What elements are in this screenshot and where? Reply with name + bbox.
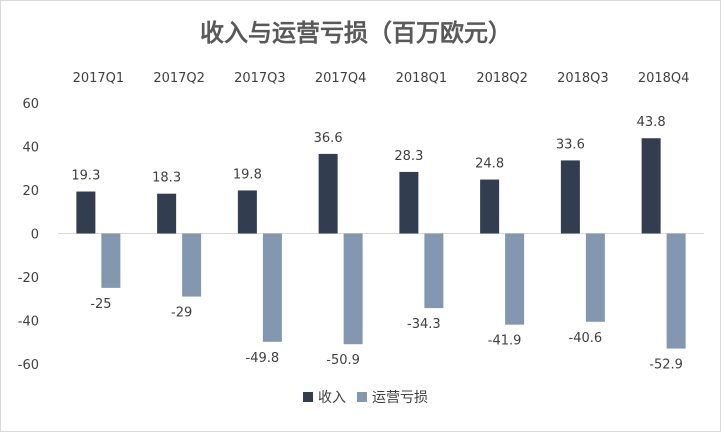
- revenue-bar: [237, 190, 257, 234]
- operating-loss-data-label: -50.9: [326, 353, 360, 368]
- y-tick-label: 0: [31, 228, 39, 243]
- category-label: 2017Q4: [315, 71, 367, 86]
- operating-loss-bar: [666, 233, 686, 349]
- legend-item-operating-loss-swatch: [357, 392, 367, 402]
- revenue-data-label: 19.3: [71, 169, 100, 184]
- operating-loss-bar: [505, 233, 525, 325]
- revenue-bar: [560, 160, 580, 234]
- revenue-bar: [641, 138, 661, 234]
- operating-loss-data-label: -52.9: [649, 358, 683, 373]
- revenue-data-label: 33.6: [556, 137, 585, 152]
- legend-item-revenue-swatch: [303, 392, 313, 402]
- y-tick-label: -40: [18, 315, 39, 330]
- category-label: 2017Q2: [153, 71, 205, 86]
- operating-loss-bar: [585, 233, 605, 322]
- y-tick-label: -20: [18, 271, 39, 286]
- y-tick-label: 60: [22, 97, 39, 112]
- category-label: 2018Q2: [476, 71, 528, 86]
- y-tick-label: 40: [22, 141, 39, 156]
- category-label: 2018Q3: [557, 71, 609, 86]
- revenue-bar: [318, 153, 338, 234]
- revenue-bar: [157, 193, 177, 234]
- chart-title: 收入与运营亏损（百万欧元）: [200, 19, 512, 47]
- revenue-data-label: 36.6: [314, 131, 343, 146]
- category-label: 2017Q1: [73, 71, 125, 86]
- revenue-data-label: 28.3: [394, 149, 423, 164]
- operating-loss-data-label: -49.8: [246, 351, 280, 366]
- bars-layer: [76, 138, 686, 349]
- revenue-bar: [399, 171, 419, 234]
- operating-loss-data-label: -41.9: [488, 334, 522, 349]
- y-tick-label: -60: [18, 358, 39, 373]
- operating-loss-bar: [101, 233, 121, 288]
- operating-loss-bar: [182, 233, 202, 297]
- operating-loss-data-label: -29: [171, 306, 192, 321]
- revenue-bar: [480, 179, 500, 234]
- category-label: 2018Q1: [396, 71, 448, 86]
- legend-item-revenue-label: 收入: [318, 390, 346, 406]
- y-tick-label: 20: [22, 184, 39, 199]
- revenue-data-label: 43.8: [637, 115, 666, 130]
- operating-loss-data-label: -34.3: [407, 317, 441, 332]
- operating-loss-data-label: -25: [90, 297, 111, 312]
- category-label: 2018Q4: [638, 71, 690, 86]
- legend-item-operating-loss-label: 运营亏损: [372, 390, 428, 406]
- operating-loss-bar: [343, 233, 363, 345]
- operating-loss-bar: [262, 233, 282, 342]
- revenue-data-label: 24.8: [475, 157, 504, 172]
- revenue-data-label: 19.8: [233, 167, 262, 182]
- operating-loss-bar: [424, 233, 444, 309]
- labels-layer: 19.3 -25 18.3 -29 19.8 -49.8 36.6 -50.9 28.3 -34.…: [71, 115, 683, 372]
- operating-loss-data-label: -40.6: [569, 331, 603, 346]
- category-label: 2017Q3: [234, 71, 286, 86]
- revenue-bar: [76, 191, 96, 234]
- revenue-data-label: 18.3: [152, 171, 181, 186]
- legend: 收入 运营亏损: [303, 390, 428, 406]
